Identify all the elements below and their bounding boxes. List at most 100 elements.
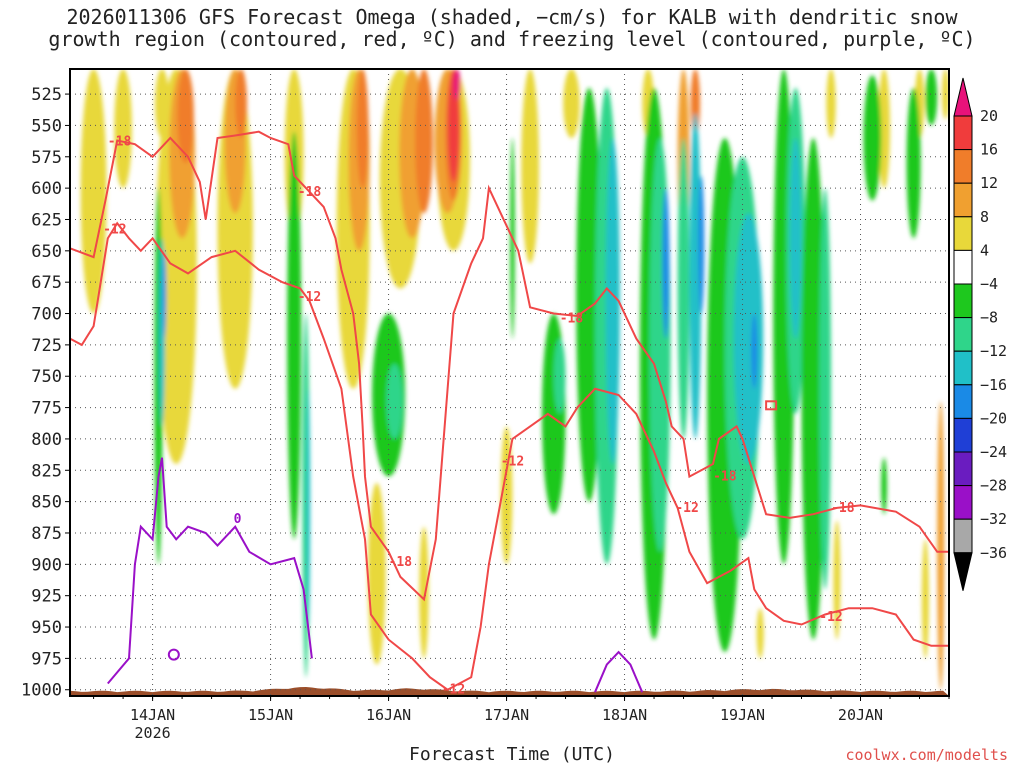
colorbar-segment <box>953 249 973 285</box>
y-tick-label: 900 <box>31 555 62 575</box>
omega-shade-region <box>677 137 690 439</box>
y-tick-label: 625 <box>31 210 62 230</box>
omega-shade-region <box>553 338 566 414</box>
contour-label: -18 <box>108 135 132 150</box>
y-tick-label: 675 <box>31 273 62 293</box>
omega-shade-region <box>925 69 938 126</box>
colorbar-label: −8 <box>980 309 998 327</box>
colorbar-top-arrow <box>953 77 973 117</box>
omega-shade-region <box>521 69 539 264</box>
title-line-2: growth region (contoured, red, ºC) and f… <box>48 27 976 51</box>
colorbar-label: −16 <box>980 376 1007 394</box>
y-tick-label: 775 <box>31 399 62 419</box>
colorbar-label: −24 <box>980 443 1007 461</box>
contour-label: -12 <box>501 455 524 470</box>
contour-label: -18 <box>560 312 584 327</box>
x-tick-label: 18JAN <box>602 706 647 724</box>
title-line-1: 2026011306 GFS Forecast Omega (shaded, −… <box>66 5 958 29</box>
omega-shade-region <box>921 539 929 659</box>
y-tick-label: 725 <box>31 336 62 356</box>
contour-zero-freezing-east <box>594 650 644 693</box>
colorbar-segment <box>953 451 973 487</box>
colorbar-segment <box>953 485 973 520</box>
colorbar-segment <box>953 317 973 352</box>
plot-frame <box>69 68 950 697</box>
omega-shade-region <box>733 213 764 465</box>
omega-shade-region <box>80 69 107 314</box>
colorbar-segment <box>953 283 973 319</box>
contour-minus12 <box>70 221 949 691</box>
y-tick-label: 975 <box>31 649 62 669</box>
colorbar-label: 16 <box>980 141 998 159</box>
chart-title: 2026011306 GFS Forecast Omega (shaded, −… <box>0 6 1024 50</box>
colorbar-label: 12 <box>980 174 998 192</box>
omega-shade-region <box>114 69 132 189</box>
y-tick-label: 750 <box>31 367 62 387</box>
omega-shade-region <box>453 69 461 101</box>
y-tick-label: 825 <box>31 461 62 481</box>
x-tick-label: 19JAN <box>720 706 765 724</box>
omega-shade-region <box>386 363 403 439</box>
y-tick-label: 850 <box>31 493 62 513</box>
contour-label: -18 <box>389 555 413 570</box>
omega-shade-region <box>415 69 433 214</box>
colorbar-segment <box>953 115 973 151</box>
y-tick-label: 950 <box>31 618 62 638</box>
omega-shade-region <box>177 69 194 164</box>
x-tick-label: 16JAN <box>366 706 411 724</box>
contour-label: -12 <box>675 501 698 516</box>
omega-shade-region <box>751 313 758 389</box>
colorbar-segment <box>953 518 973 554</box>
colorbar-label: −4 <box>980 275 998 293</box>
y-tick-label: 550 <box>31 116 62 136</box>
omega-shade-region <box>906 87 921 239</box>
colorbar-segment <box>953 182 973 218</box>
colorbar-segment <box>953 417 973 453</box>
contour-label: -18 <box>831 501 855 516</box>
colorbar-segment <box>953 350 973 386</box>
y-tick-label: 925 <box>31 587 62 607</box>
y-tick-label: 600 <box>31 179 62 199</box>
y-tick-label: 1000 <box>21 681 62 701</box>
omega-shade-region <box>881 457 888 515</box>
omega-shade-region <box>756 608 764 659</box>
omega-shade-region <box>690 69 701 138</box>
x-tick-label: 17JAN <box>484 706 529 724</box>
y-tick-label: 875 <box>31 524 62 544</box>
omega-shade-region <box>605 137 620 465</box>
omega-shade-region <box>937 401 945 690</box>
omega-shade-region <box>878 69 891 189</box>
ground-terrain <box>70 687 949 696</box>
omega-shade-region <box>563 69 580 138</box>
omega-shade-region <box>500 426 513 565</box>
colorbar-label: −32 <box>980 510 1007 528</box>
omega-shade-region <box>819 188 832 590</box>
colorbar-label: 4 <box>980 241 989 259</box>
x-tick-label: 14JAN <box>130 706 175 724</box>
contour-label: -18 <box>713 470 737 485</box>
omega-shade-region <box>662 188 670 339</box>
colorbar-label: 8 <box>980 208 989 226</box>
contour-label: -18 <box>298 185 322 200</box>
x-year-label: 2026 <box>135 724 171 742</box>
contour-label: -12 <box>103 223 126 238</box>
omega-shade-region <box>833 520 841 640</box>
omega-shading-layer <box>80 69 949 690</box>
contour-zero-freezing <box>107 457 313 685</box>
x-tick-label: 20JAN <box>838 706 883 724</box>
contour-label: -12 <box>442 683 465 698</box>
omega-shade-region <box>162 250 167 339</box>
y-tick-label: 575 <box>31 148 62 168</box>
contour-zero-small <box>167 648 180 661</box>
omega-shade-region <box>235 69 247 138</box>
omega-shade-region <box>287 131 302 540</box>
omega-shade-region <box>689 112 702 439</box>
omega-shade-region <box>826 69 836 138</box>
omega-shade-region <box>419 526 429 659</box>
x-axis-label: Forecast Time (UTC) <box>409 744 615 765</box>
contour-label: -12 <box>819 610 842 625</box>
colorbar-segment <box>953 216 973 251</box>
colorbar-label: −12 <box>980 342 1007 360</box>
omega-shade-region <box>789 137 802 339</box>
